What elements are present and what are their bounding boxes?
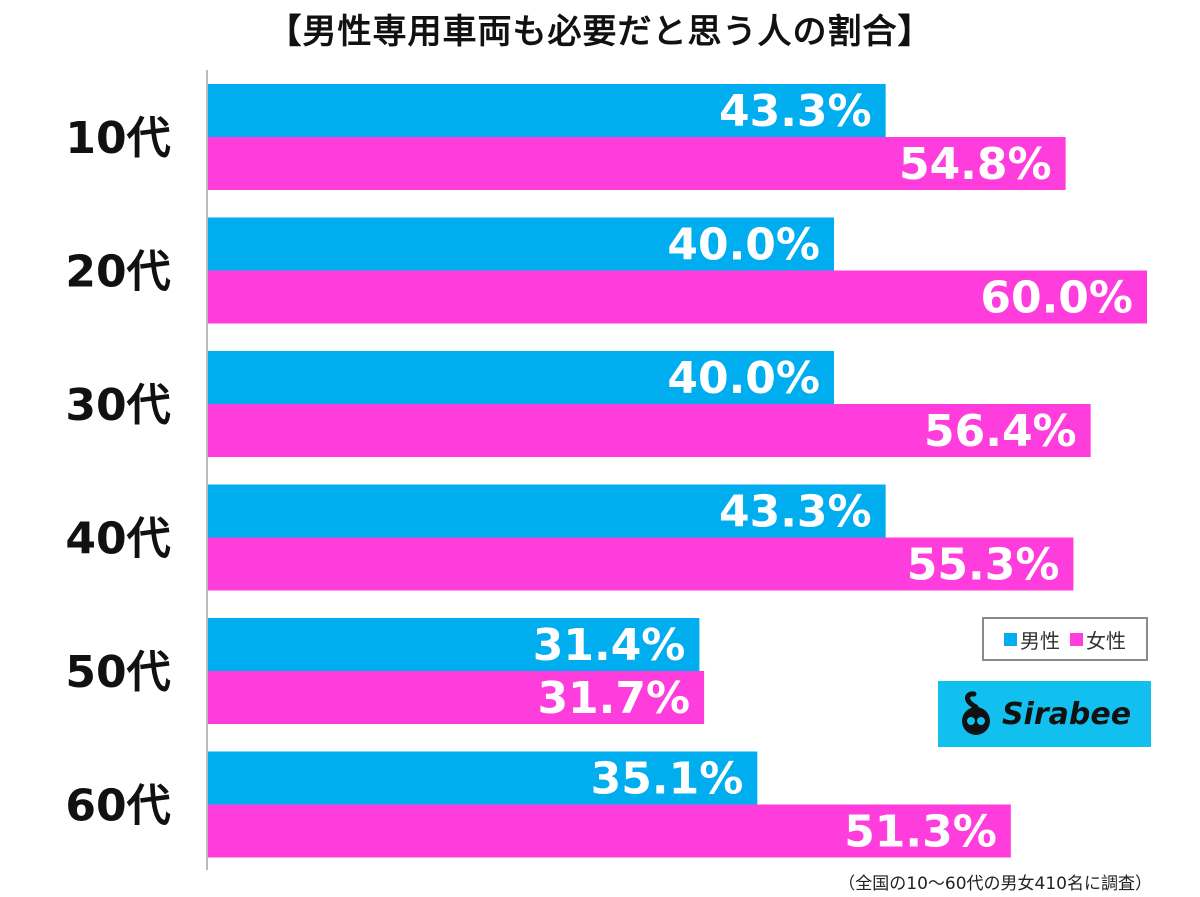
sirabee-logo-icon xyxy=(961,691,990,735)
logo-text: Sirabee xyxy=(1001,696,1132,732)
category-label: 60代 xyxy=(65,781,170,832)
data-label-female: 56.4% xyxy=(924,406,1077,457)
bar-female xyxy=(208,537,1074,591)
data-label-male: 40.0% xyxy=(667,220,820,271)
legend-label-female: 女性 xyxy=(1086,628,1126,653)
legend-swatch-female xyxy=(1070,632,1083,646)
data-label-female: 54.8% xyxy=(899,139,1052,190)
bar-female xyxy=(208,804,1011,858)
bar-male xyxy=(208,618,700,671)
bar-male xyxy=(208,484,886,538)
data-label-female: 55.3% xyxy=(907,540,1060,591)
bar-female xyxy=(208,270,1147,324)
legend-swatch-male xyxy=(1004,632,1017,646)
bar-female xyxy=(208,671,705,724)
bar-male xyxy=(208,217,834,271)
category-label: 50代 xyxy=(65,647,170,698)
bar-male xyxy=(208,751,758,805)
bar-male xyxy=(208,351,834,404)
chart-title: 【男性専用車両も必要だと思う人の割合】 xyxy=(267,12,933,52)
category-label: 10代 xyxy=(65,113,170,164)
legend: 男性 女性 xyxy=(982,617,1148,661)
category-label: 20代 xyxy=(65,247,170,298)
category-label: 40代 xyxy=(65,514,170,565)
data-label-male: 43.3% xyxy=(719,487,872,538)
legend-label-male: 男性 xyxy=(1020,628,1060,653)
sirabee-logo: Sirabee xyxy=(938,681,1151,747)
bar-female xyxy=(208,137,1066,190)
legend-item-male: 男性 xyxy=(1004,625,1060,654)
data-label-female: 51.3% xyxy=(844,807,997,858)
data-label-female: 60.0% xyxy=(980,273,1133,324)
footnote: （全国の10〜60代の男女410名に調査） xyxy=(838,874,1152,894)
bar-male xyxy=(208,84,886,137)
data-label-female: 31.7% xyxy=(537,673,690,724)
data-label-male: 43.3% xyxy=(719,86,872,137)
legend-item-female: 女性 xyxy=(1070,625,1126,654)
category-label: 30代 xyxy=(65,380,170,431)
data-label-male: 31.4% xyxy=(533,620,686,671)
bar-female xyxy=(208,404,1091,457)
data-label-male: 35.1% xyxy=(591,754,744,805)
data-label-male: 40.0% xyxy=(667,353,820,404)
